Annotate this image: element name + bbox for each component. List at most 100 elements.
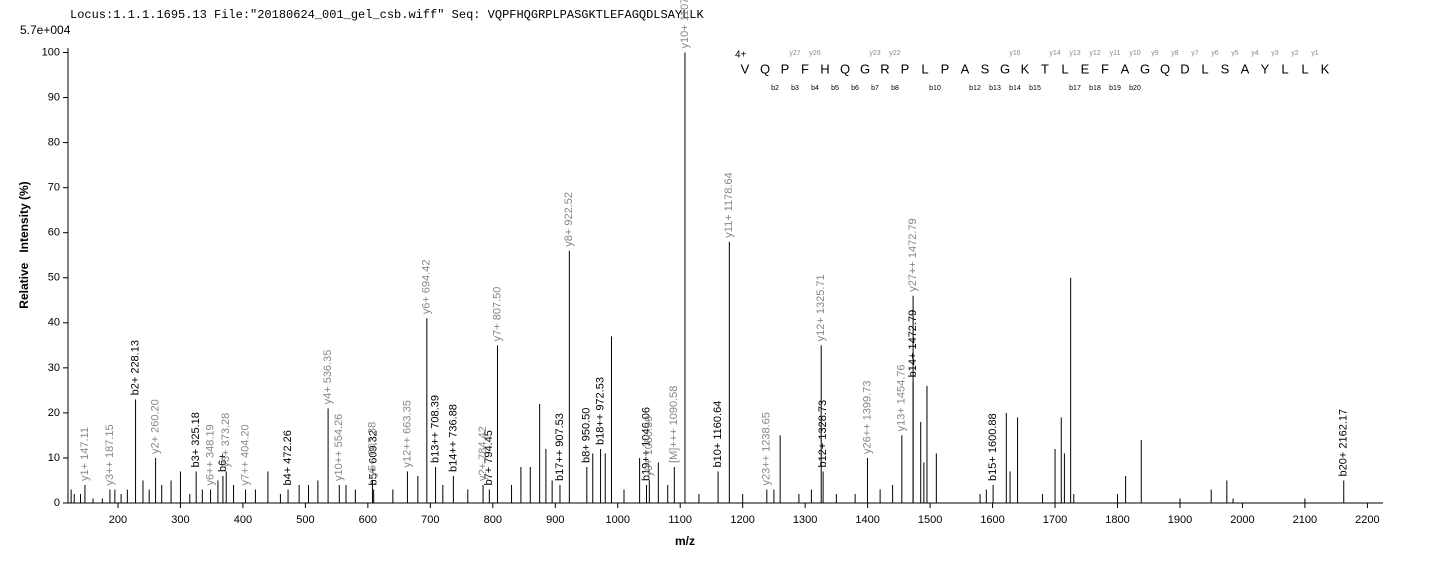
peak-label: y5+ 607.38	[366, 422, 378, 477]
peak-label: b19++ 1046.06	[640, 407, 652, 481]
residue: T	[1041, 61, 1049, 76]
y-tick-label: 70	[48, 182, 60, 194]
b-ion: b19	[1109, 85, 1121, 92]
residue: L	[1061, 61, 1068, 76]
peak-label: b14++ 736.88	[447, 404, 459, 472]
residue: A	[1241, 61, 1250, 76]
residue: Q	[760, 61, 770, 76]
y-ion: y4	[1251, 50, 1259, 57]
x-tick-label: 300	[171, 514, 189, 526]
b-ion: b20	[1129, 85, 1141, 92]
y-tick-label: 0	[54, 497, 60, 509]
x-tick-label: 1800	[1105, 514, 1129, 526]
y-tick-label: 30	[48, 362, 60, 374]
x-tick-label: 1700	[1043, 514, 1067, 526]
residue: L	[1281, 61, 1288, 76]
x-tick-label: 2100	[1293, 514, 1317, 526]
y-tick-label: 90	[48, 91, 60, 103]
residue: P	[901, 61, 910, 76]
peak-label: b7+ 794.45	[483, 430, 495, 485]
y-ion: y2	[1291, 50, 1299, 57]
residue: A	[961, 61, 970, 76]
peak-label: y11+ 1178.64	[723, 172, 735, 237]
residue: L	[921, 61, 928, 76]
x-tick-label: 600	[359, 514, 377, 526]
y-ion: y9	[1151, 50, 1159, 57]
peak-label: y13+ 1454.76	[896, 364, 908, 431]
peak-label: y7+ 807.50	[491, 287, 503, 342]
peak-label: y9+ 1050.59	[643, 416, 655, 477]
b-ion: b10	[929, 85, 941, 92]
residue: L	[1301, 61, 1308, 76]
b-ion: b15	[1029, 85, 1041, 92]
charge: 4+	[735, 50, 747, 61]
peak-label: b15+ 1600.88	[987, 413, 999, 481]
peak-label: b5+ 609.32	[368, 430, 380, 485]
y-ion: y26	[809, 50, 820, 57]
peak-label: y6++ 348.19	[204, 424, 216, 485]
residue: A	[1121, 61, 1130, 76]
residue: G	[1140, 61, 1150, 76]
x-tick-label: 1500	[918, 514, 942, 526]
residue: L	[1201, 61, 1208, 76]
peak-label: b2+ 228.13	[129, 340, 141, 395]
peak-label: [M]+++ 1090.58	[668, 386, 680, 463]
y-ion: y11	[1110, 50, 1121, 57]
residue: Q	[1160, 61, 1170, 76]
residue: G	[1000, 61, 1010, 76]
b-ion: b3	[791, 85, 799, 92]
x-axis-title: m/z	[675, 534, 695, 548]
peak-label: y12+ 1325.71	[815, 274, 827, 341]
x-tick-label: 700	[421, 514, 439, 526]
residue: H	[820, 61, 829, 76]
x-tick-label: 1400	[855, 514, 879, 526]
peak-label: b10+ 1160.64	[712, 401, 724, 468]
y-ion: y14	[1049, 50, 1060, 57]
x-tick-label: 2000	[1230, 514, 1254, 526]
y-ion: y7	[1191, 50, 1199, 57]
x-tick-label: 2200	[1355, 514, 1379, 526]
peak-label: b8+ 950.50	[581, 408, 593, 463]
b-ion: b5	[831, 85, 839, 92]
x-tick-label: 1300	[793, 514, 817, 526]
y-tick-label: 100	[42, 46, 60, 58]
residue: R	[880, 61, 889, 76]
b-ion: b18	[1089, 85, 1101, 92]
y-ion: y13	[1069, 50, 1080, 57]
x-tick-label: 1100	[668, 514, 692, 526]
b-ion: b14	[1009, 85, 1021, 92]
y-tick-label: 80	[48, 137, 60, 149]
b-ion: b7	[871, 85, 879, 92]
y-ion: y10	[1129, 50, 1140, 57]
x-tick-label: 1900	[1168, 514, 1192, 526]
x-tick-label: 800	[484, 514, 502, 526]
y-tick-label: 10	[48, 452, 60, 464]
peak-label: y10++ 554.26	[333, 414, 345, 481]
peak-label: b12+ 1328.73	[817, 400, 829, 468]
residue: P	[781, 61, 790, 76]
y-ion: y16	[1009, 50, 1020, 57]
x-tick-label: 400	[234, 514, 252, 526]
y-ion: y1	[1311, 50, 1319, 57]
peak-label: y3++ 187.15	[104, 424, 116, 485]
b-ion: b13	[989, 85, 1001, 92]
x-tick-label: 1200	[730, 514, 754, 526]
y-ion: y3	[1271, 50, 1279, 57]
y-axis-title: Relative Intensity (%)	[17, 181, 31, 308]
y-tick-label: 50	[48, 272, 60, 284]
peak-label: b20+ 2162.17	[1338, 409, 1350, 477]
x-tick-label: 1600	[980, 514, 1004, 526]
peak-label: y26++ 1399.73	[861, 381, 873, 454]
peak-label: b4+ 472.26	[282, 430, 294, 485]
residue: K	[1021, 61, 1030, 76]
b-ion: b4	[811, 85, 819, 92]
y-ion: y22	[889, 50, 900, 57]
peak-label: y7++ 404.20	[239, 424, 251, 485]
residue: K	[1321, 61, 1330, 76]
peak-label: y10+ 1107.61	[679, 0, 691, 49]
y-ion: y23	[869, 50, 880, 57]
peak-label: b18++ 972.53	[594, 377, 606, 445]
x-tick-label: 200	[109, 514, 127, 526]
b-ion: b17	[1069, 85, 1081, 92]
